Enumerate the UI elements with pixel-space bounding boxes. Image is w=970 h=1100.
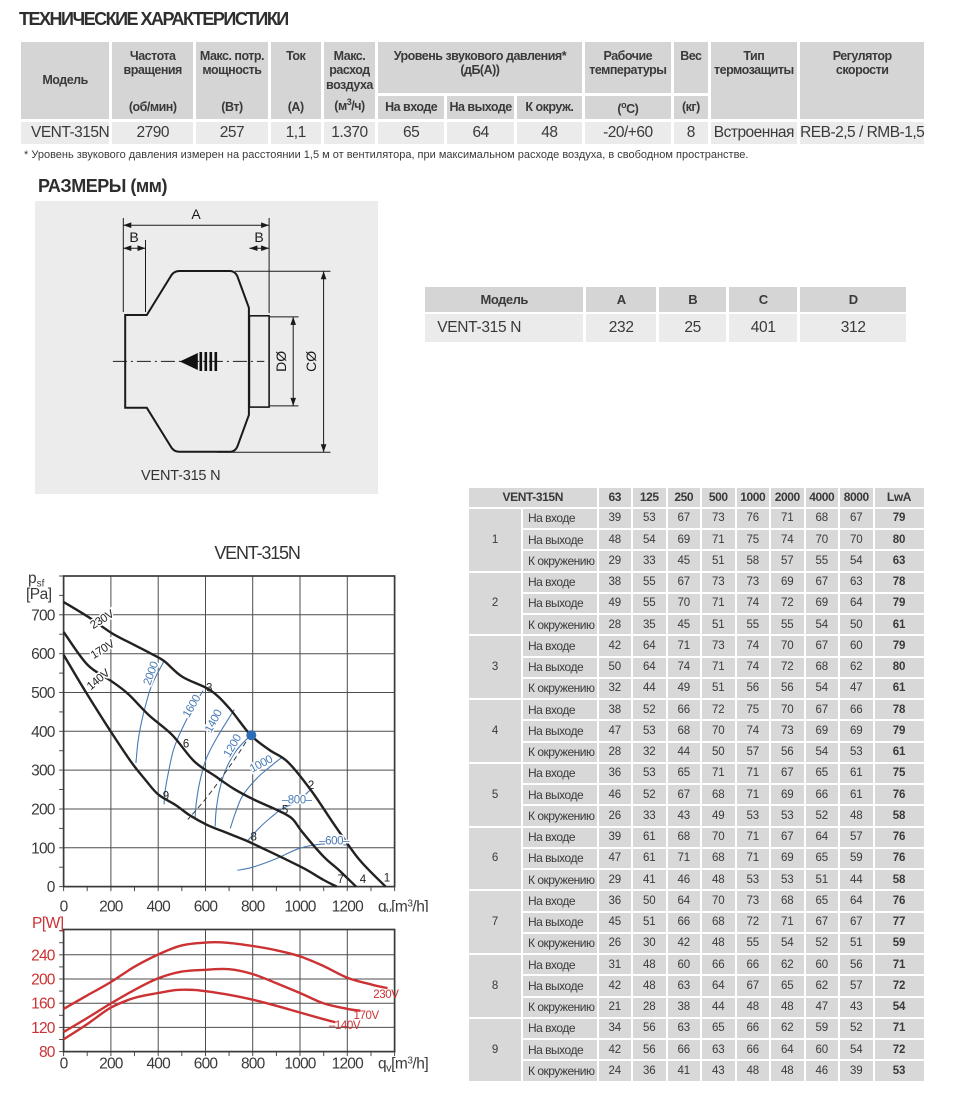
svg-text:200: 200 <box>31 802 56 819</box>
svg-text:–600–: –600– <box>319 836 350 848</box>
svg-text:5: 5 <box>282 805 288 817</box>
svg-text:B: B <box>254 229 263 245</box>
svg-text:600: 600 <box>194 1056 219 1073</box>
svg-text:700: 700 <box>31 607 56 624</box>
svg-text:300: 300 <box>31 763 56 780</box>
svg-text:1200: 1200 <box>222 733 244 760</box>
svg-text:200: 200 <box>99 899 124 912</box>
svg-text:800: 800 <box>241 1056 266 1073</box>
svg-text:120: 120 <box>31 1020 56 1037</box>
svg-text:DØ: DØ <box>273 351 289 372</box>
svg-text:6: 6 <box>183 738 189 750</box>
svg-text:9: 9 <box>163 791 169 803</box>
svg-text:2: 2 <box>308 780 314 792</box>
svg-text:400: 400 <box>146 899 171 912</box>
svg-text:3: 3 <box>206 682 212 694</box>
svg-text:–800–: –800– <box>282 795 313 807</box>
svg-text:7: 7 <box>337 874 343 886</box>
svg-text:VENT-315N: VENT-315N <box>214 543 299 563</box>
svg-text:160: 160 <box>31 996 56 1013</box>
svg-text:1600: 1600 <box>181 693 203 720</box>
svg-text:1000: 1000 <box>248 753 275 775</box>
svg-text:VENT-315 N: VENT-315 N <box>141 468 220 484</box>
svg-text:170V: 170V <box>354 1010 380 1022</box>
svg-text:–600–: –600– <box>319 836 350 848</box>
svg-text:qv[m3/h]: qv[m3/h] <box>378 899 428 912</box>
svg-text:–800–: –800– <box>282 795 313 807</box>
svg-text:100: 100 <box>31 840 56 857</box>
svg-text:1000: 1000 <box>284 1056 316 1073</box>
svg-text:1000: 1000 <box>284 899 316 912</box>
svg-text:0: 0 <box>60 899 69 912</box>
svg-text:A: A <box>191 206 201 222</box>
svg-text:500: 500 <box>31 685 56 702</box>
svg-text:170V: 170V <box>89 638 117 662</box>
svg-text:240: 240 <box>31 947 56 964</box>
svg-text:200: 200 <box>31 972 56 989</box>
svg-text:0: 0 <box>47 879 56 896</box>
svg-text:[Pa]: [Pa] <box>26 586 52 603</box>
svg-text:qv[m3/h]: qv[m3/h] <box>378 1056 428 1075</box>
svg-text:4: 4 <box>360 874 367 886</box>
svg-text:1: 1 <box>384 873 390 885</box>
svg-text:800: 800 <box>241 899 266 912</box>
svg-text:–140V: –140V <box>329 1020 361 1032</box>
svg-text:8: 8 <box>250 832 256 844</box>
svg-text:1200: 1200 <box>332 1056 364 1073</box>
svg-text:400: 400 <box>31 724 56 741</box>
svg-text:P[W]: P[W] <box>32 915 64 932</box>
svg-text:200: 200 <box>99 1056 124 1073</box>
svg-text:600: 600 <box>194 899 219 912</box>
svg-text:0: 0 <box>60 1056 69 1073</box>
svg-text:400: 400 <box>146 1056 171 1073</box>
svg-text:80: 80 <box>39 1044 56 1061</box>
svg-text:B: B <box>129 229 138 245</box>
svg-text:CØ: CØ <box>303 351 319 372</box>
svg-text:230V: 230V <box>373 989 399 1001</box>
svg-text:600: 600 <box>31 646 56 663</box>
svg-text:1200: 1200 <box>332 899 364 912</box>
